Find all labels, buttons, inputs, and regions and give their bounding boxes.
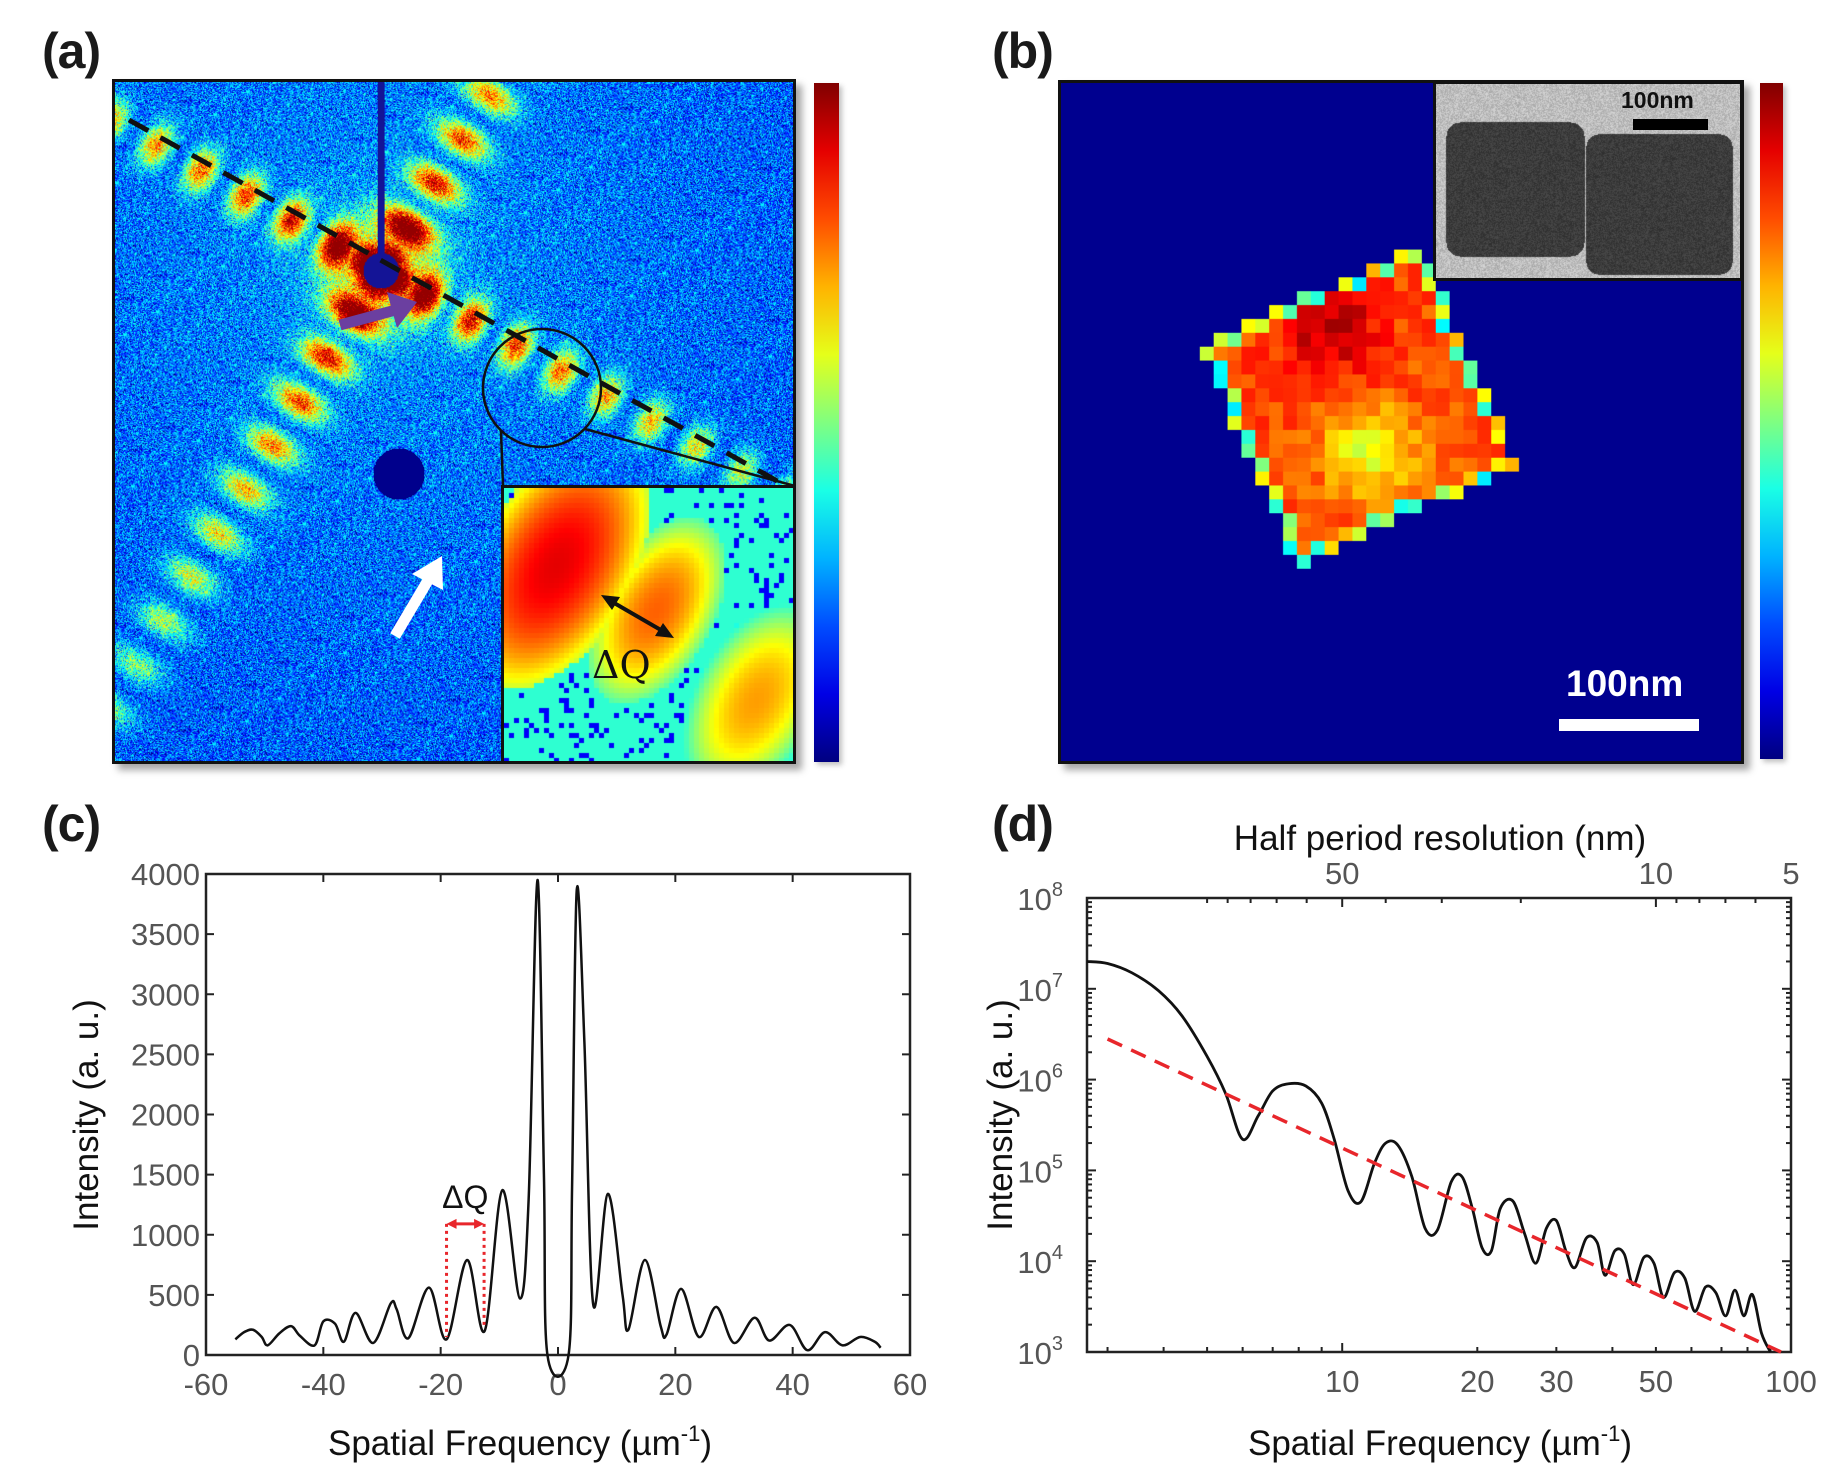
- scalebar: [1559, 719, 1699, 731]
- colorbar-b: [1760, 83, 1783, 759]
- colorbar-a: [814, 83, 839, 762]
- chart-c-ytick-label: 2000: [131, 1098, 200, 1133]
- panel-label-a: (a): [42, 23, 101, 79]
- chart-c-xlabel: Spatial Frequency (µm-1): [328, 1421, 712, 1463]
- reconstruction-image: 100nm 100nm: [1058, 80, 1744, 764]
- inset-scalebar: [1633, 119, 1708, 130]
- panel-label-c: (c): [42, 796, 101, 852]
- chart-c-xtick-label: -20: [418, 1367, 463, 1402]
- chart-c-ytick-label: 500: [148, 1278, 200, 1313]
- scalebar-label: 100nm: [1566, 663, 1684, 704]
- chart-c-annotation: ΔQ: [442, 1179, 488, 1337]
- chart-c-ytick-label: 1500: [131, 1158, 200, 1193]
- delta-q-label-a: ΔQ: [592, 643, 651, 687]
- sem-inset: 100nm: [1433, 83, 1741, 281]
- chart-c-ytick-label: 2500: [131, 1037, 200, 1072]
- delta-q-arrowhead-left: [446, 1218, 457, 1229]
- chart-c-ytick-label: 1000: [131, 1218, 200, 1253]
- panel-label-d: (d): [992, 796, 1054, 852]
- chart-c-axes: [204, 872, 912, 1357]
- chart-c-series-line: [234, 878, 882, 1378]
- chart-c-xtick-label: 40: [775, 1367, 809, 1402]
- chart-c-ytick-label: 3500: [131, 917, 200, 952]
- chart-c-frame: [204, 872, 912, 1357]
- chart-c-xtick-label: -60: [184, 1367, 229, 1402]
- inset-scalebar-label: 100nm: [1621, 87, 1694, 113]
- chart-c-ylabel: Intensity (a. u.): [67, 999, 106, 1230]
- magnified-inset: ΔQ: [501, 485, 793, 761]
- delta-q-label-c: ΔQ: [442, 1179, 488, 1215]
- chart-c-series: [234, 878, 882, 1378]
- chart-c-xtick-label: 20: [658, 1367, 692, 1402]
- chart-c-ytick-label: 4000: [131, 857, 200, 892]
- chart-c-ticks: -60 -40 -20 0 20 40 60050010001500200025003000…: [131, 857, 927, 1402]
- chart-c-ytick-label: 0: [183, 1338, 200, 1373]
- chart-c-ytick-label: 3000: [131, 977, 200, 1012]
- sem-inset-canvas: [1436, 84, 1740, 278]
- delta-q-arrowhead-right: [474, 1218, 485, 1229]
- chart-c-xtick-label: 60: [893, 1367, 927, 1402]
- panel-label-b: (b): [992, 23, 1054, 79]
- chart-c-xtick-label: -40: [301, 1367, 346, 1402]
